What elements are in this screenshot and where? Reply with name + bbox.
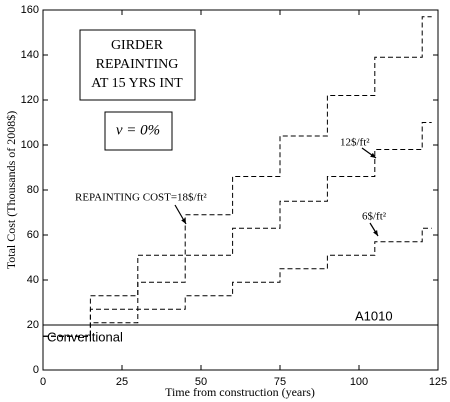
series-label: 6$/ft² bbox=[362, 211, 387, 223]
series-line bbox=[43, 227, 432, 337]
subtitle-box bbox=[104, 111, 173, 151]
y-tick-label: 40 bbox=[27, 274, 39, 286]
y-axis-label: Total Cost (Thousands of 2008$) bbox=[4, 111, 18, 269]
title-line: REPAINTING bbox=[96, 57, 179, 72]
y-tick-label: 0 bbox=[33, 364, 39, 376]
series-label: REPAINTING COST=18$/ft² bbox=[75, 192, 207, 204]
title-line: AT 15 YRS INT bbox=[91, 76, 183, 91]
series-label: A1010 bbox=[355, 308, 393, 323]
x-tick-label: 25 bbox=[116, 376, 128, 388]
y-tick-label: 120 bbox=[21, 94, 39, 106]
series-line bbox=[43, 122, 432, 337]
x-tick-label: 50 bbox=[195, 376, 207, 388]
x-tick-label: 0 bbox=[40, 376, 46, 388]
arrow-head bbox=[181, 218, 186, 224]
annotation: Conventional bbox=[47, 329, 123, 344]
title-line: GIRDER bbox=[111, 38, 164, 53]
x-axis-label: Time from construction (years) bbox=[165, 385, 315, 399]
y-tick-label: 80 bbox=[27, 184, 39, 196]
series-line bbox=[43, 16, 432, 337]
arrow-head bbox=[370, 152, 376, 158]
subtitle: ν = 0% bbox=[116, 122, 160, 138]
x-tick-label: 100 bbox=[350, 376, 368, 388]
x-tick-label: 125 bbox=[429, 376, 447, 388]
arrow-head bbox=[373, 230, 378, 236]
y-tick-label: 20 bbox=[27, 319, 39, 331]
y-tick-label: 100 bbox=[21, 139, 39, 151]
x-tick-label: 75 bbox=[274, 376, 286, 388]
y-tick-label: 160 bbox=[21, 4, 39, 16]
title-box bbox=[79, 29, 196, 101]
y-tick-label: 60 bbox=[27, 229, 39, 241]
series-label: 12$/ft² bbox=[340, 137, 370, 149]
y-tick-label: 140 bbox=[21, 49, 39, 61]
